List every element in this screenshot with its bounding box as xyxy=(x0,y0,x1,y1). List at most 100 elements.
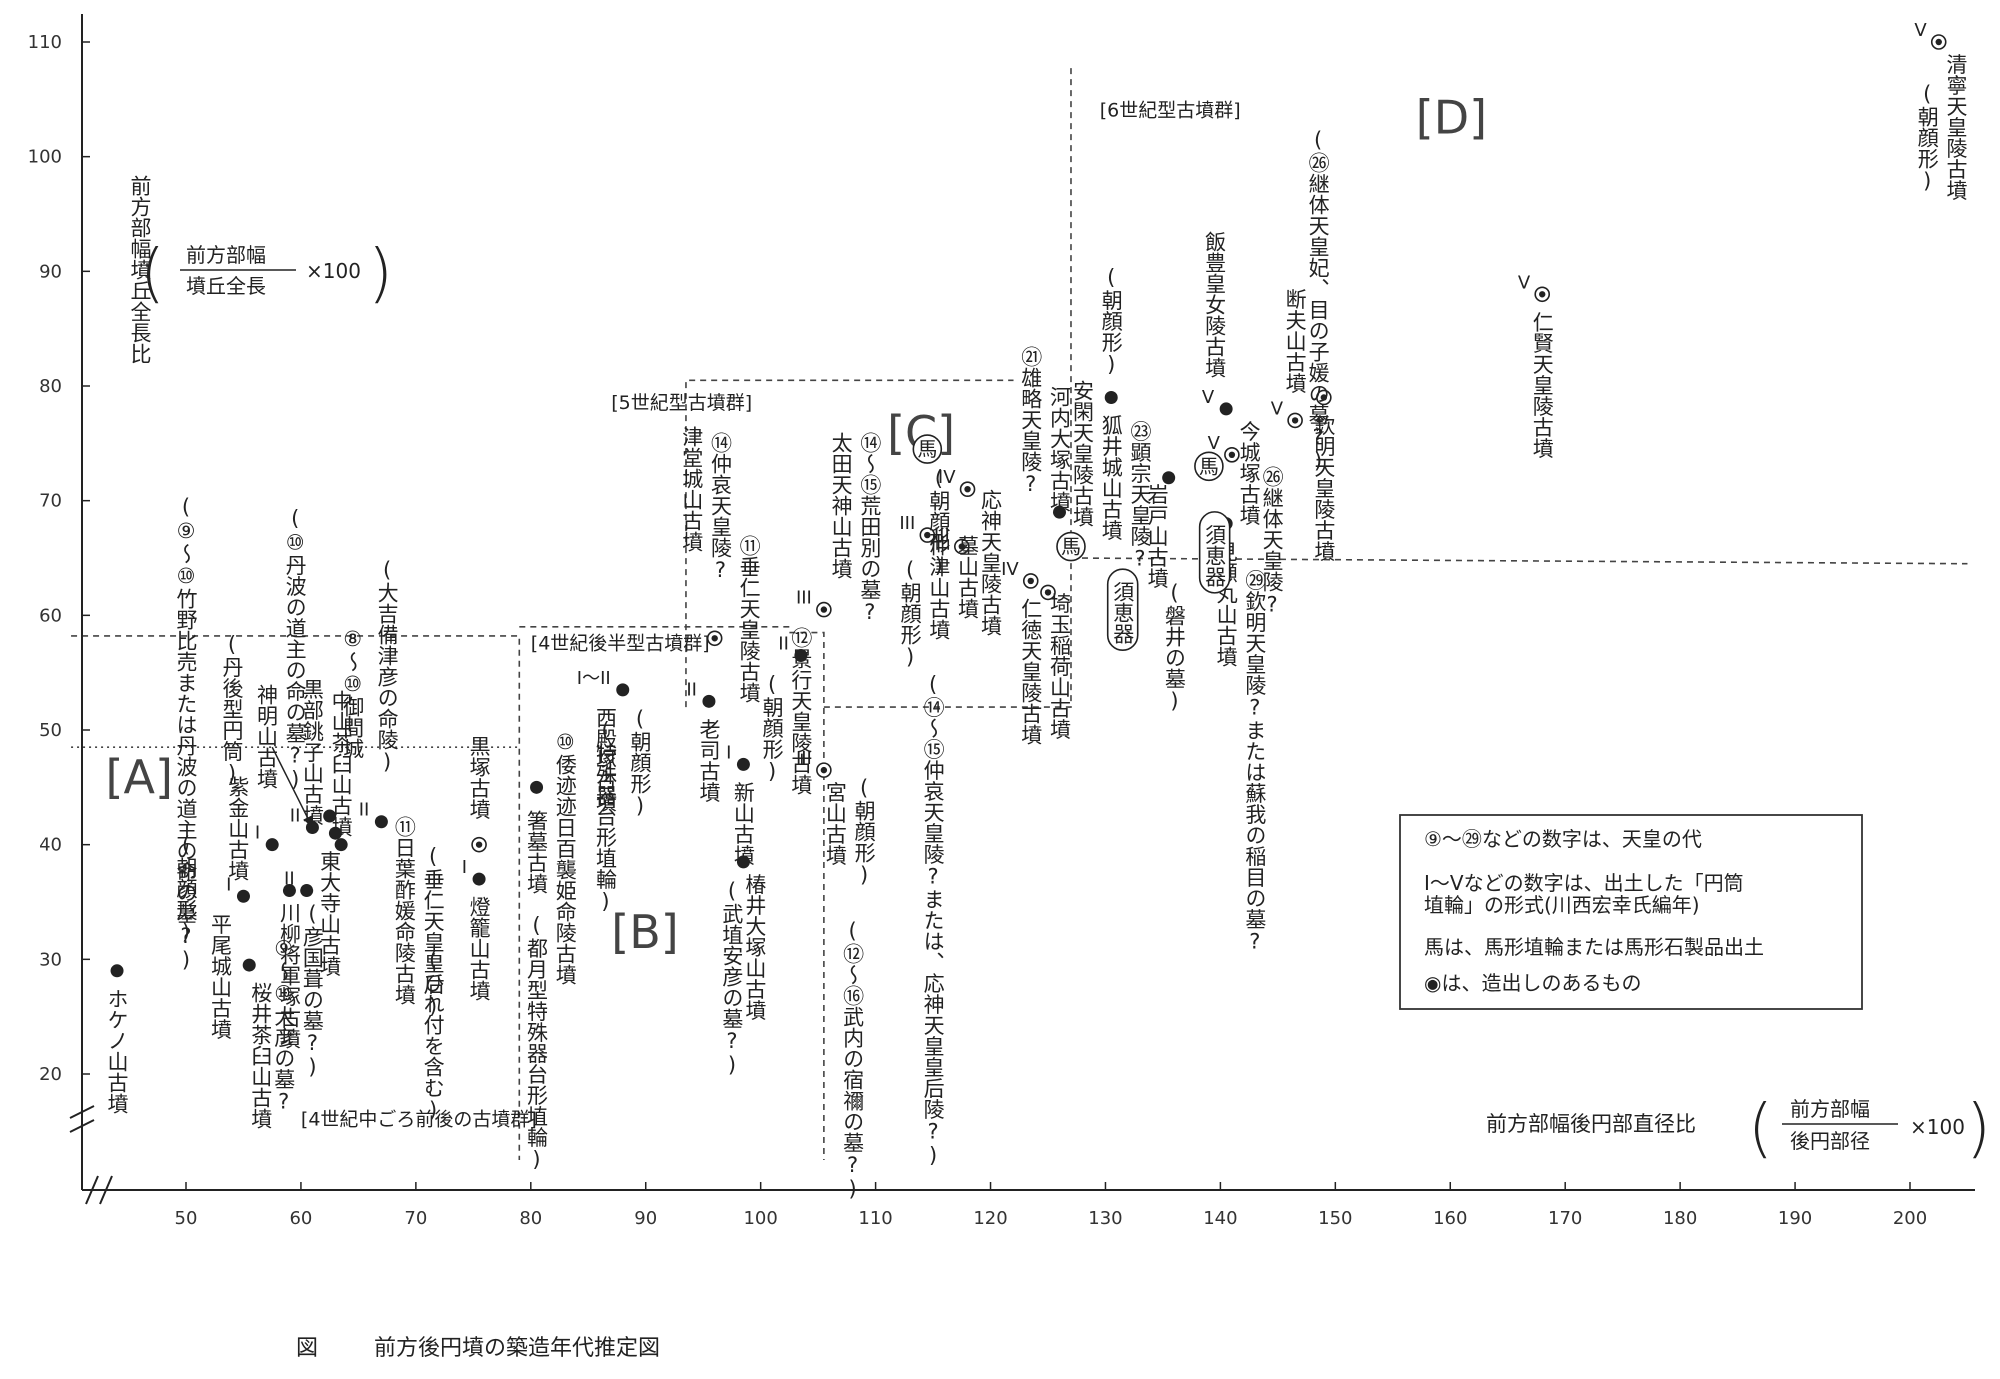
data-point: II xyxy=(284,869,314,898)
point-label: 東大寺山古墳 xyxy=(318,850,342,976)
point-center xyxy=(924,531,931,539)
point-label: (朝顔形) xyxy=(927,466,951,577)
point-dot xyxy=(736,757,750,771)
badge: 馬 xyxy=(1056,531,1086,562)
x-axis-break xyxy=(85,1175,113,1205)
x-tick-label: 150 xyxy=(1318,1208,1352,1229)
point-dot xyxy=(334,838,348,852)
point-roman-label: IV xyxy=(938,467,956,488)
badge-pill xyxy=(1198,511,1231,594)
point-roman-label: III xyxy=(899,513,915,534)
point-center xyxy=(1291,417,1299,424)
figure-caption: 図 前方後円墳の築造年代推定図 xyxy=(296,1336,660,1361)
x-axis-formula-paren-open: ( xyxy=(1748,1092,1773,1166)
point-labels: ホケノ山古墳 平尾城山古墳 (朝顔形) 桜井茶臼山古墳 紫金山古墳 (彦国葺の墓?)⑨〜⑩… xyxy=(105,53,1968,1201)
point-roman-label: I xyxy=(255,823,260,844)
point-dot xyxy=(242,958,256,972)
point-roman-label: II xyxy=(359,800,370,821)
region-labels: [A][B][C][D] xyxy=(106,91,1488,959)
point-center xyxy=(964,486,971,493)
point-roman-label: II xyxy=(778,633,789,654)
boundary-line xyxy=(71,635,521,1160)
legend: ⑨〜㉙などの数字は、天皇の代 I〜Vなどの数字は、出土した「円筒 埴輪」の形式(… xyxy=(1399,814,1863,1010)
region-label: [D] xyxy=(1416,91,1487,145)
data-point: II xyxy=(359,800,388,829)
y-axis-formula-suffix: ×100 xyxy=(306,259,361,283)
point-dot xyxy=(616,683,630,697)
data-point xyxy=(334,838,348,852)
y-tick-label: 50 xyxy=(39,720,62,741)
point-label: 津堂城山古墳 xyxy=(680,426,704,552)
point-label: (⑨〜⑩竹野比売または丹波の道主の命の墓?) xyxy=(174,495,198,972)
region-label: [A] xyxy=(106,750,173,804)
x-axis-formula-numerator: 前方部幅 xyxy=(1790,1097,1870,1121)
data-point: III xyxy=(934,525,970,555)
point-label: 応神天皇陵古墳 xyxy=(979,489,1003,636)
point-label: (都月型特殊器台形埴輪) xyxy=(525,913,549,1171)
point-roman-label: III xyxy=(796,588,812,609)
badge-text: 馬 xyxy=(917,437,937,461)
point-dot xyxy=(1052,505,1066,519)
x-tick-label: 80 xyxy=(519,1208,542,1229)
data-point xyxy=(282,884,296,898)
badge: 須恵器 xyxy=(1198,511,1231,594)
x-axis-title-main: 前方部幅後円部直径比 xyxy=(1486,1112,1696,1136)
point-label: 椿井大塚山古墳 xyxy=(743,873,767,1020)
data-point xyxy=(110,964,124,978)
data-point: V xyxy=(1271,398,1303,429)
point-dot xyxy=(472,872,486,886)
point-label: (⑭〜⑮仲哀天皇陵?または、応神天皇皇后陵?) xyxy=(921,673,945,1168)
point-label: (垂仁天皇皇后) xyxy=(421,845,445,1019)
y-axis-formula-denominator: 墳丘全長 xyxy=(186,274,266,298)
point-roman-label: IV xyxy=(1001,559,1019,580)
point-center xyxy=(820,766,828,774)
point-center xyxy=(1539,291,1546,298)
point-label: ㉑雄略天皇陵? xyxy=(1019,346,1043,496)
point-label: 清寧天皇陵古墳 xyxy=(1944,53,1968,200)
point-label: 仲津山古墳 xyxy=(927,535,951,640)
data-point: I xyxy=(226,874,250,903)
arrow-head xyxy=(303,815,313,828)
point-label: (朝顔形) xyxy=(628,707,652,818)
data-point xyxy=(1162,471,1176,485)
y-tick-label: 80 xyxy=(39,376,62,397)
point-dot xyxy=(236,889,250,903)
point-label: 桜井茶臼山古墳 xyxy=(249,982,273,1129)
point-roman-label: II xyxy=(290,805,301,826)
y-axis-formula-paren-open: ( xyxy=(140,237,165,311)
badge-ring xyxy=(912,434,943,464)
point-dot xyxy=(1219,402,1233,416)
point-dot xyxy=(530,780,544,794)
point-roman-label: I〜II xyxy=(577,668,611,689)
point-label: (朝顔形) xyxy=(852,776,876,887)
data-point: III xyxy=(796,588,832,618)
data-point xyxy=(530,780,544,794)
y-tick-label: 100 xyxy=(28,147,62,168)
point-label: 河内大塚古墳 xyxy=(1047,386,1071,512)
point-label: 太田天神山古墳 xyxy=(829,432,853,579)
badge-pill xyxy=(1106,568,1139,652)
point-label: 今城塚古墳 xyxy=(1237,420,1261,525)
y-axis-title-main: 前方部幅墳丘全長比 xyxy=(128,175,152,364)
point-roman-label: I xyxy=(226,874,231,895)
point-roman-label: II xyxy=(686,679,697,700)
point-dot xyxy=(323,809,337,823)
point-label: 燈籠山古墳 xyxy=(467,896,491,1001)
x-tick-label: 120 xyxy=(973,1208,1007,1229)
x-axis-formula-denominator: 後円部径 xyxy=(1790,1129,1870,1153)
point-center xyxy=(475,841,483,848)
y-axis-break xyxy=(69,1105,95,1133)
point-dot xyxy=(110,964,124,978)
y-tick-label: 60 xyxy=(39,605,62,626)
badge-ring xyxy=(1056,531,1086,562)
y-tick-label: 110 xyxy=(28,32,62,53)
data-point xyxy=(471,836,487,853)
boundary-lines xyxy=(71,64,1968,1160)
y-tick-label: 30 xyxy=(39,949,62,970)
point-label: ⑭〜⑮荒田別の墓? xyxy=(858,432,882,624)
chart-title: 前方後円墳の築造年代推定図 xyxy=(374,1336,660,1361)
point-roman-label: I xyxy=(726,742,731,763)
badge: 馬 xyxy=(1194,451,1224,482)
point-label: (⑩丹波の道主の命の墓?) xyxy=(283,506,307,791)
point-center xyxy=(958,543,965,550)
